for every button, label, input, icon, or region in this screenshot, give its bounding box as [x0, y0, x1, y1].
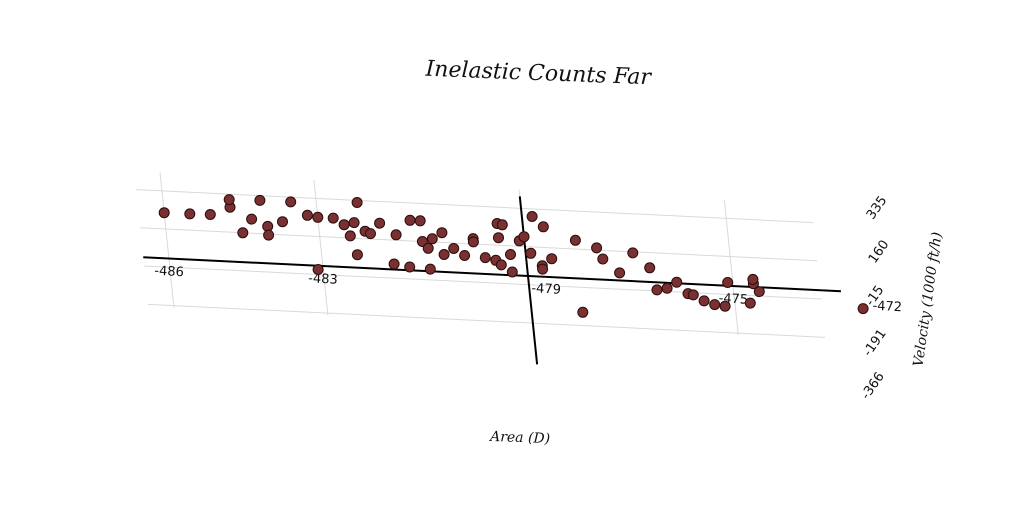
data-point	[422, 242, 434, 254]
data-point	[158, 207, 170, 219]
data-point	[857, 303, 869, 315]
grid-line-v	[159, 172, 175, 308]
grid-line-v	[723, 199, 739, 336]
chart-title: Inelastic Counts Far	[424, 57, 653, 91]
data-point	[459, 250, 471, 261]
data-point	[505, 249, 516, 260]
data-point	[312, 264, 324, 275]
data-point	[426, 233, 438, 245]
data-point	[518, 231, 530, 243]
data-point	[744, 297, 756, 309]
data-point	[651, 284, 663, 296]
x-tick-label: -486	[154, 264, 184, 280]
grid-line-h	[144, 265, 822, 300]
grid-line-h	[136, 189, 814, 224]
data-point	[448, 243, 460, 254]
data-point	[327, 212, 339, 224]
data-point	[351, 249, 363, 261]
x-tick-label: -472	[872, 299, 902, 315]
data-point	[661, 282, 673, 294]
data-point	[404, 261, 416, 273]
data-point	[496, 219, 508, 231]
y-axis-title: Velocity (1000 ft/h)	[911, 231, 946, 368]
grid-line-h	[140, 227, 818, 262]
grid-line-h	[148, 303, 826, 338]
data-point	[709, 299, 721, 311]
data-point	[277, 216, 288, 228]
data-point	[204, 209, 216, 220]
data-point	[374, 217, 386, 229]
data-point	[591, 242, 603, 254]
grid-lines	[136, 172, 826, 338]
data-point	[301, 209, 313, 221]
data-point	[546, 253, 558, 265]
data-point	[424, 263, 436, 275]
data-points	[158, 194, 869, 318]
data-point	[467, 236, 479, 248]
data-point	[627, 247, 639, 259]
y-tick-label: -366	[859, 370, 888, 403]
data-point	[285, 196, 297, 208]
data-point	[414, 215, 426, 227]
data-point	[438, 249, 450, 260]
data-point	[351, 197, 363, 208]
y-axis-line	[518, 196, 539, 365]
data-point	[493, 232, 504, 244]
data-point	[537, 221, 549, 233]
data-point	[671, 276, 683, 288]
data-point	[404, 214, 416, 226]
data-point	[365, 228, 376, 240]
data-point	[254, 194, 266, 206]
data-point	[747, 273, 759, 285]
data-point	[614, 267, 626, 279]
grid-line-v	[313, 179, 329, 316]
data-point	[577, 306, 589, 318]
y-tick-label: 335	[864, 194, 891, 223]
data-point	[348, 217, 360, 229]
data-point	[479, 252, 491, 264]
data-point	[344, 230, 356, 242]
data-point	[506, 266, 518, 278]
x-tick-label: -483	[308, 271, 338, 287]
data-point	[698, 295, 710, 307]
data-point	[597, 253, 609, 265]
data-point	[184, 208, 196, 220]
y-tick-label: -191	[861, 327, 890, 360]
data-point	[722, 277, 734, 288]
data-point	[223, 194, 235, 206]
y-tick-label: 160	[866, 238, 893, 267]
data-point	[495, 259, 507, 271]
data-point	[526, 211, 538, 222]
data-point	[436, 227, 448, 239]
data-point	[263, 229, 275, 241]
x-tick-labels: -486 -483-479-475 -472	[154, 264, 902, 315]
data-point	[525, 247, 537, 259]
data-point	[237, 227, 249, 239]
data-point	[569, 234, 581, 246]
data-point	[338, 219, 350, 231]
x-tick-label: -479	[531, 281, 561, 297]
data-point	[719, 300, 731, 312]
data-point	[246, 213, 258, 225]
data-point	[687, 289, 699, 301]
data-point	[753, 286, 765, 298]
data-point	[312, 211, 324, 223]
data-point	[644, 262, 656, 274]
x-axis-title: Area (D)	[488, 429, 551, 447]
data-point	[537, 263, 549, 275]
data-point	[390, 229, 402, 241]
data-point	[388, 258, 400, 270]
